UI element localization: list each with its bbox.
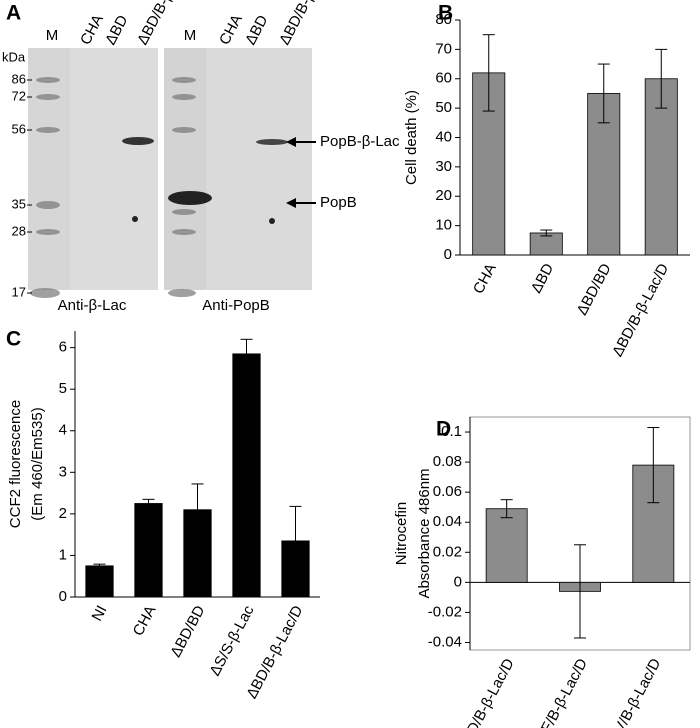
blot-arrows [286,137,316,208]
antibody-label: Anti-β-Lac [58,297,127,314]
panel-letter: D [436,418,451,441]
x-tick-label: ΔBD [528,261,558,296]
x-tick-label: CHA [470,261,500,297]
antibody-label: Anti-PopB [202,297,270,314]
lane-label: ΔBD [102,12,132,47]
y-tick-label: 1 [59,546,67,563]
y-tick-label: 80 [435,11,452,28]
marker-label: 17 [12,284,26,299]
x-tick-label: ΔBD/BD [574,261,615,318]
y-tick-label: 10 [435,217,452,234]
y-tick-label: 2 [59,505,67,522]
y-axis-label: Cell death (%) [403,90,420,185]
y-tick-label: 40 [435,128,452,145]
panel-letter: C [6,328,21,351]
y-tick-label: -0.02 [428,603,462,620]
panel-letter: B [438,2,453,25]
y-axis-label: CCF2 fluorescence [7,400,24,528]
y-tick-label: 60 [435,70,452,87]
bar [485,508,528,583]
unit-label: kDa [2,49,26,64]
y-tick-label: 0 [59,588,67,605]
marker-label: 86 [12,71,26,86]
x-tick-label: ΔS/S-β-Lac [206,602,257,678]
bar [232,353,261,598]
lane-label: M [184,27,197,44]
y-axis-label: Absorbance 486nm [416,468,433,598]
y-tick-label: 0 [454,573,462,590]
bar [85,565,114,598]
x-tick-label: ΔF/B-β-Lac/D [533,656,591,728]
blot-images [28,48,312,298]
y-tick-label: 30 [435,158,452,175]
x-tick-label: ΔV/B-β-Lac/D [606,656,664,728]
marker-label: 72 [12,88,26,103]
bar [134,503,163,598]
arrow-label: PopB-β-Lac [320,133,400,150]
marker-label: 56 [12,121,26,136]
panel-letter: A [6,2,21,25]
y-tick-label: 50 [435,99,452,116]
x-tick-label: CHA [130,603,160,639]
y-tick-label: 0.04 [433,513,462,530]
lane-label: M [46,27,59,44]
y-tick-label: 5 [59,380,67,397]
y-tick-label: 0.02 [433,543,462,560]
y-tick-label: 4 [59,422,67,439]
y-axis-label: (Em 460/Em535) [29,407,46,520]
y-tick-label: 0.06 [433,483,462,500]
arrow-label: PopB [320,194,357,211]
y-tick-label: 0.08 [433,453,462,470]
lane-label: ΔBD/B-β-Lac/D [276,0,339,48]
lane-label: ΔBD [242,12,272,47]
marker-label: 35 [12,196,26,211]
x-tick-label: ΔBD/B-β-Lac/D [454,656,517,728]
x-tick-label: ΔBD/BD [167,603,208,660]
lane-label: CHA [216,12,246,48]
lane-label: CHA [77,12,107,48]
y-tick-label: -0.04 [428,633,462,650]
y-tick-label: 20 [435,187,452,204]
y-axis-label: Nitrocefin [393,502,410,565]
y-tick-label: 0.1 [441,423,462,440]
y-tick-label: 0 [444,246,452,263]
x-tick-label: ΔBD/B-β-Lac/D [609,261,672,360]
marker-label: 28 [12,223,26,238]
x-tick-label: NI [88,603,110,624]
y-tick-label: 70 [435,40,452,57]
y-tick-label: 6 [59,339,67,356]
y-tick-label: 3 [59,463,67,480]
